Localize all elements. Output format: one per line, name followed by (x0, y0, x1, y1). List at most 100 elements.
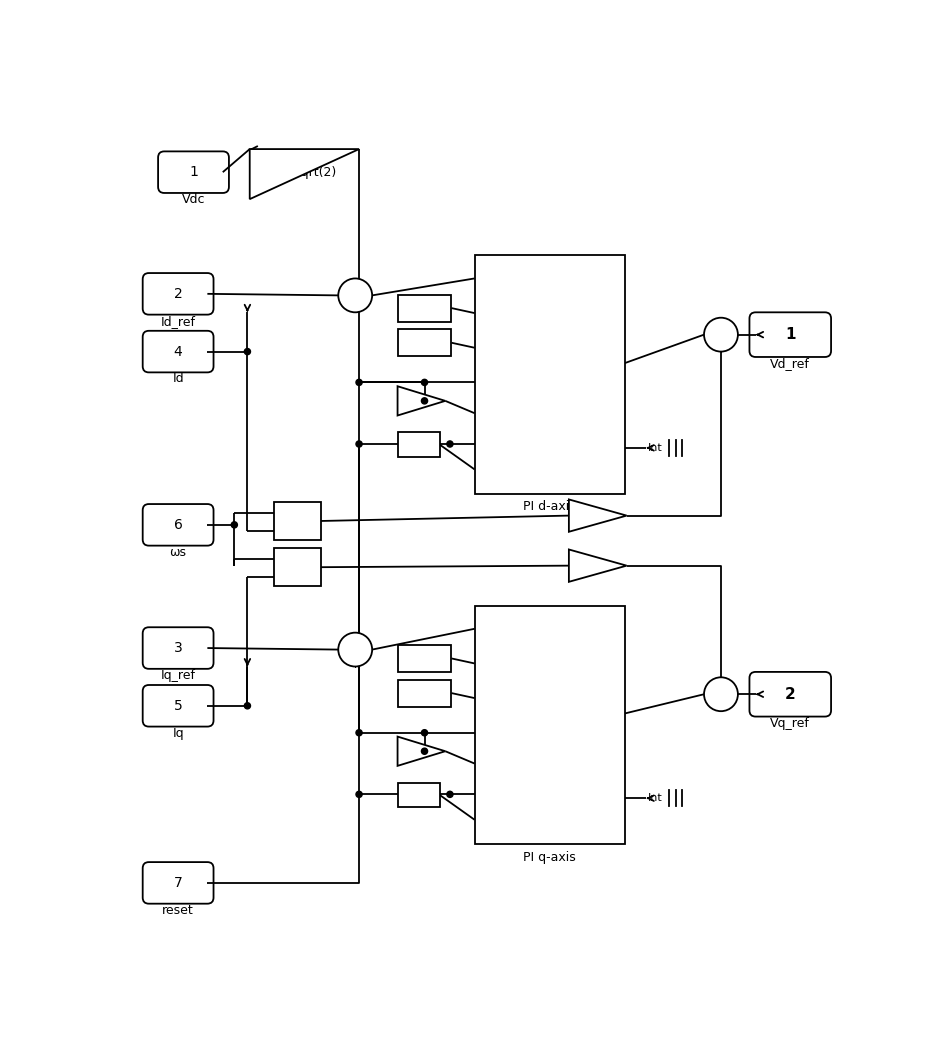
Bar (397, 330, 451, 357)
Text: 1: 1 (189, 165, 198, 179)
Bar (397, 679, 451, 706)
Circle shape (421, 748, 428, 754)
Text: +: + (344, 642, 353, 651)
Text: ×: × (291, 558, 304, 577)
Circle shape (421, 730, 428, 736)
Circle shape (244, 703, 250, 709)
Bar (397, 432, 440, 457)
Circle shape (356, 441, 362, 447)
Text: PI q-axis: PI q-axis (523, 850, 576, 864)
Bar (397, 783, 440, 808)
Bar (475, 255, 625, 494)
FancyBboxPatch shape (143, 685, 213, 727)
Text: 3: 3 (174, 641, 182, 655)
FancyBboxPatch shape (143, 862, 213, 903)
Circle shape (231, 522, 237, 528)
Text: 2: 2 (174, 287, 182, 301)
Text: Int0: Int0 (480, 815, 502, 824)
Circle shape (338, 279, 372, 312)
Text: Ki: Ki (480, 693, 491, 703)
Circle shape (447, 791, 453, 797)
Text: 5: 5 (174, 699, 182, 712)
Bar (275, 502, 321, 540)
Text: -: - (357, 651, 361, 661)
Text: 1: 1 (785, 327, 796, 342)
Circle shape (421, 380, 428, 386)
Text: -: - (357, 297, 361, 307)
Text: Iq: Iq (173, 727, 184, 739)
Text: u: u (612, 708, 618, 719)
FancyBboxPatch shape (143, 273, 213, 314)
Text: e: e (480, 624, 488, 634)
Text: ×: × (291, 512, 304, 530)
Text: Id: Id (173, 372, 184, 386)
Circle shape (338, 633, 372, 667)
FancyBboxPatch shape (750, 312, 831, 357)
Text: Kp: Kp (480, 308, 495, 318)
FancyBboxPatch shape (158, 151, 229, 193)
Circle shape (704, 677, 738, 711)
Text: 6: 6 (174, 517, 182, 532)
Circle shape (704, 317, 738, 352)
Text: -: - (723, 336, 727, 345)
Circle shape (447, 441, 453, 447)
Text: Iq_ref: Iq_ref (160, 669, 195, 682)
Text: Kp: Kp (480, 658, 495, 669)
Text: Int0: Int0 (480, 465, 502, 474)
Bar (275, 548, 321, 587)
Text: Vq_ref: Vq_ref (770, 717, 810, 730)
Text: +: + (344, 287, 353, 298)
Text: SatLow: SatLow (480, 758, 521, 768)
Text: Id_ref: Id_ref (160, 314, 195, 328)
Text: Kid: Kid (414, 336, 434, 349)
Text: Ld: Ld (584, 509, 599, 522)
Text: Kid: Kid (414, 686, 434, 700)
FancyBboxPatch shape (143, 627, 213, 669)
Circle shape (244, 348, 250, 355)
Polygon shape (397, 386, 446, 416)
Text: 1/sqrt(2): 1/sqrt(2) (282, 166, 336, 179)
Text: Vdc: Vdc (182, 193, 205, 206)
Text: Int: Int (648, 793, 663, 804)
Text: reset: reset (162, 903, 194, 917)
Text: +: + (709, 327, 718, 337)
Text: Lq: Lq (584, 559, 599, 572)
Text: -1: -1 (411, 745, 423, 758)
Circle shape (356, 730, 362, 736)
Bar (397, 645, 451, 672)
Text: -1: -1 (411, 394, 423, 408)
FancyBboxPatch shape (750, 672, 831, 717)
Bar (475, 606, 625, 844)
Polygon shape (569, 500, 627, 532)
Circle shape (356, 380, 362, 386)
Text: Reset: Reset (480, 789, 512, 800)
Text: 0: 0 (414, 788, 423, 802)
Bar (397, 295, 451, 321)
Text: u: u (612, 358, 618, 368)
Text: SatUp: SatUp (480, 728, 514, 737)
Text: PI d-axis: PI d-axis (523, 500, 576, 513)
Text: Int: Int (648, 443, 663, 453)
Text: Ki: Ki (480, 343, 491, 353)
Text: SatLow: SatLow (480, 409, 521, 418)
Text: +: + (709, 686, 718, 696)
Text: ωs: ωs (170, 545, 187, 559)
Text: Kpd: Kpd (413, 302, 436, 314)
Text: 0: 0 (414, 439, 423, 451)
Text: e: e (480, 274, 488, 283)
Circle shape (356, 791, 362, 797)
Polygon shape (397, 736, 446, 766)
FancyBboxPatch shape (143, 504, 213, 545)
Polygon shape (250, 149, 359, 199)
Text: +: + (720, 696, 730, 705)
Text: Kpd: Kpd (413, 652, 436, 665)
Polygon shape (569, 550, 627, 582)
Text: Vd_ref: Vd_ref (770, 357, 810, 370)
Circle shape (421, 398, 428, 404)
Text: 4: 4 (174, 344, 182, 359)
Text: SatUp: SatUp (480, 377, 514, 388)
FancyBboxPatch shape (143, 331, 213, 372)
Text: Reset: Reset (480, 439, 512, 449)
Text: 7: 7 (174, 876, 182, 890)
Text: 2: 2 (784, 686, 796, 702)
